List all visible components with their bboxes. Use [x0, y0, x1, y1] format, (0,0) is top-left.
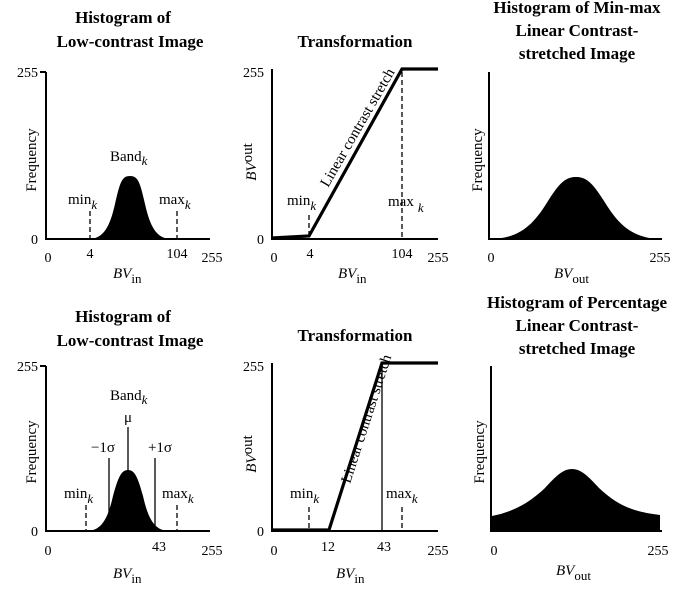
top-trans-yzero: 0: [257, 233, 264, 248]
bottom-hist2-title-2: Linear Contrast-: [516, 316, 639, 335]
bottom-trans-ymax: 255: [243, 360, 264, 375]
top-hist1-ymax: 255: [17, 66, 38, 81]
bottom-hist2-xtick-0: 0: [491, 544, 498, 559]
top-hist1-xtick-2: 104: [167, 247, 188, 262]
bottom-trans-xlabel: BVin: [336, 566, 365, 586]
bottom-hist1-xtick-0: 0: [45, 544, 52, 559]
bottom-hist1-title-2: Low-contrast Image: [57, 331, 204, 350]
bottom-hist2-title-3: stretched Image: [519, 339, 636, 358]
top-trans-ymax: 255: [243, 66, 264, 81]
top-hist2-xtick-1: 255: [650, 251, 671, 266]
top-trans-min-label: mink: [287, 193, 316, 213]
top-trans-curve: [271, 67, 438, 240]
top-trans-xtick-0: 0: [271, 251, 278, 266]
top-trans-xtick-1: 4: [307, 247, 314, 262]
bottom-trans-xtick-3: 255: [428, 544, 449, 559]
top-hist1-xtick-0: 0: [45, 251, 52, 266]
top-trans-max-label: max k: [388, 194, 424, 215]
top-hist1-yzero: 0: [31, 233, 38, 248]
top-trans-title: Transformation: [298, 32, 413, 51]
bottom-trans-xtick-0: 0: [271, 544, 278, 559]
bottom-hist1-mu-label: μ: [124, 410, 132, 426]
bottom-hist1-max-label: maxk: [162, 486, 194, 506]
top-hist2-title-1: Histogram of Min-max: [493, 0, 661, 17]
bottom-hist1-xlabel: BVin: [113, 566, 142, 586]
top-trans-line-label: Linear contrast stretch: [318, 65, 399, 190]
bottom-hist2-ylabel: Frequency: [472, 420, 488, 484]
bottom-hist2-panel: Histogram of Percentage Linear Contrast-…: [472, 293, 669, 583]
top-trans-xlabel: BVin: [338, 266, 367, 286]
bottom-hist1-min-label: mink: [64, 486, 93, 506]
bottom-trans-min-label: mink: [290, 486, 319, 506]
top-hist1-panel: Histogram of Low-contrast Image 255 0 Fr…: [17, 8, 223, 286]
bottom-hist1-yzero: 0: [31, 525, 38, 540]
bottom-trans-ylabel: BVout: [240, 434, 260, 472]
top-hist1-title-1: Histogram of: [75, 8, 171, 27]
top-hist1-xlabel: BVin: [113, 266, 142, 286]
bottom-trans-curve: [272, 361, 438, 532]
top-trans-xtick-3: 255: [428, 251, 449, 266]
bottom-trans-max-label: maxk: [386, 486, 418, 506]
bottom-hist2-xtick-1: 255: [648, 544, 669, 559]
top-hist2-xlabel: BVout: [554, 266, 589, 286]
top-hist1-band-label: Bandk: [110, 149, 148, 168]
bottom-hist1-ymax: 255: [17, 360, 38, 375]
bottom-hist1-xtick-1: 43: [152, 540, 166, 555]
bottom-trans-yzero: 0: [257, 525, 264, 540]
top-hist2-panel: Histogram of Min-max Linear Contrast- st…: [470, 0, 671, 286]
bottom-hist2-title-1: Histogram of Percentage: [487, 293, 667, 312]
top-hist2-title-2: Linear Contrast-: [516, 21, 639, 40]
top-trans-panel: Transformation 255 0 BVout Linear contra…: [240, 32, 449, 286]
bottom-trans-xtick-2: 43: [377, 540, 391, 555]
bottom-hist1-xtick-2: 255: [202, 544, 223, 559]
top-hist2-xtick-0: 0: [488, 251, 495, 266]
bottom-trans-title: Transformation: [298, 326, 413, 345]
bottom-hist2-xlabel: BVout: [556, 563, 591, 583]
top-hist1-ylabel: Frequency: [24, 128, 40, 192]
bottom-hist1-ylabel: Frequency: [24, 420, 40, 484]
top-hist1-title-2: Low-contrast Image: [57, 32, 204, 51]
bottom-hist2-shape: [492, 469, 660, 531]
bottom-trans-line-label: Linear contrast stretch: [339, 352, 396, 485]
top-hist2-title-3: stretched Image: [519, 44, 636, 63]
bottom-hist1-title-1: Histogram of: [75, 307, 171, 326]
top-hist1-xtick-3: 255: [202, 251, 223, 266]
bottom-hist1-minus-sigma-label: −1σ: [91, 440, 115, 456]
top-hist1-band-shape: [90, 176, 170, 239]
bottom-hist1-panel: Histogram of Low-contrast Image 255 0 Fr…: [17, 307, 223, 586]
top-trans-xtick-2: 104: [392, 247, 413, 262]
bottom-hist1-plus-sigma-label: +1σ: [148, 440, 172, 456]
top-hist1-max-label: maxk: [159, 192, 191, 212]
top-hist1-min-label: mink: [68, 192, 97, 212]
top-hist1-xtick-1: 4: [87, 247, 94, 262]
top-hist2-ylabel: Frequency: [470, 128, 486, 192]
bottom-trans-panel: Transformation 255 0 BVout Linear contra…: [240, 326, 449, 586]
bottom-trans-xtick-1: 12: [321, 540, 335, 555]
top-trans-ylabel: BVout: [240, 142, 260, 180]
bottom-hist1-band-label: Bandk: [110, 388, 148, 407]
top-hist2-shape: [492, 177, 660, 239]
